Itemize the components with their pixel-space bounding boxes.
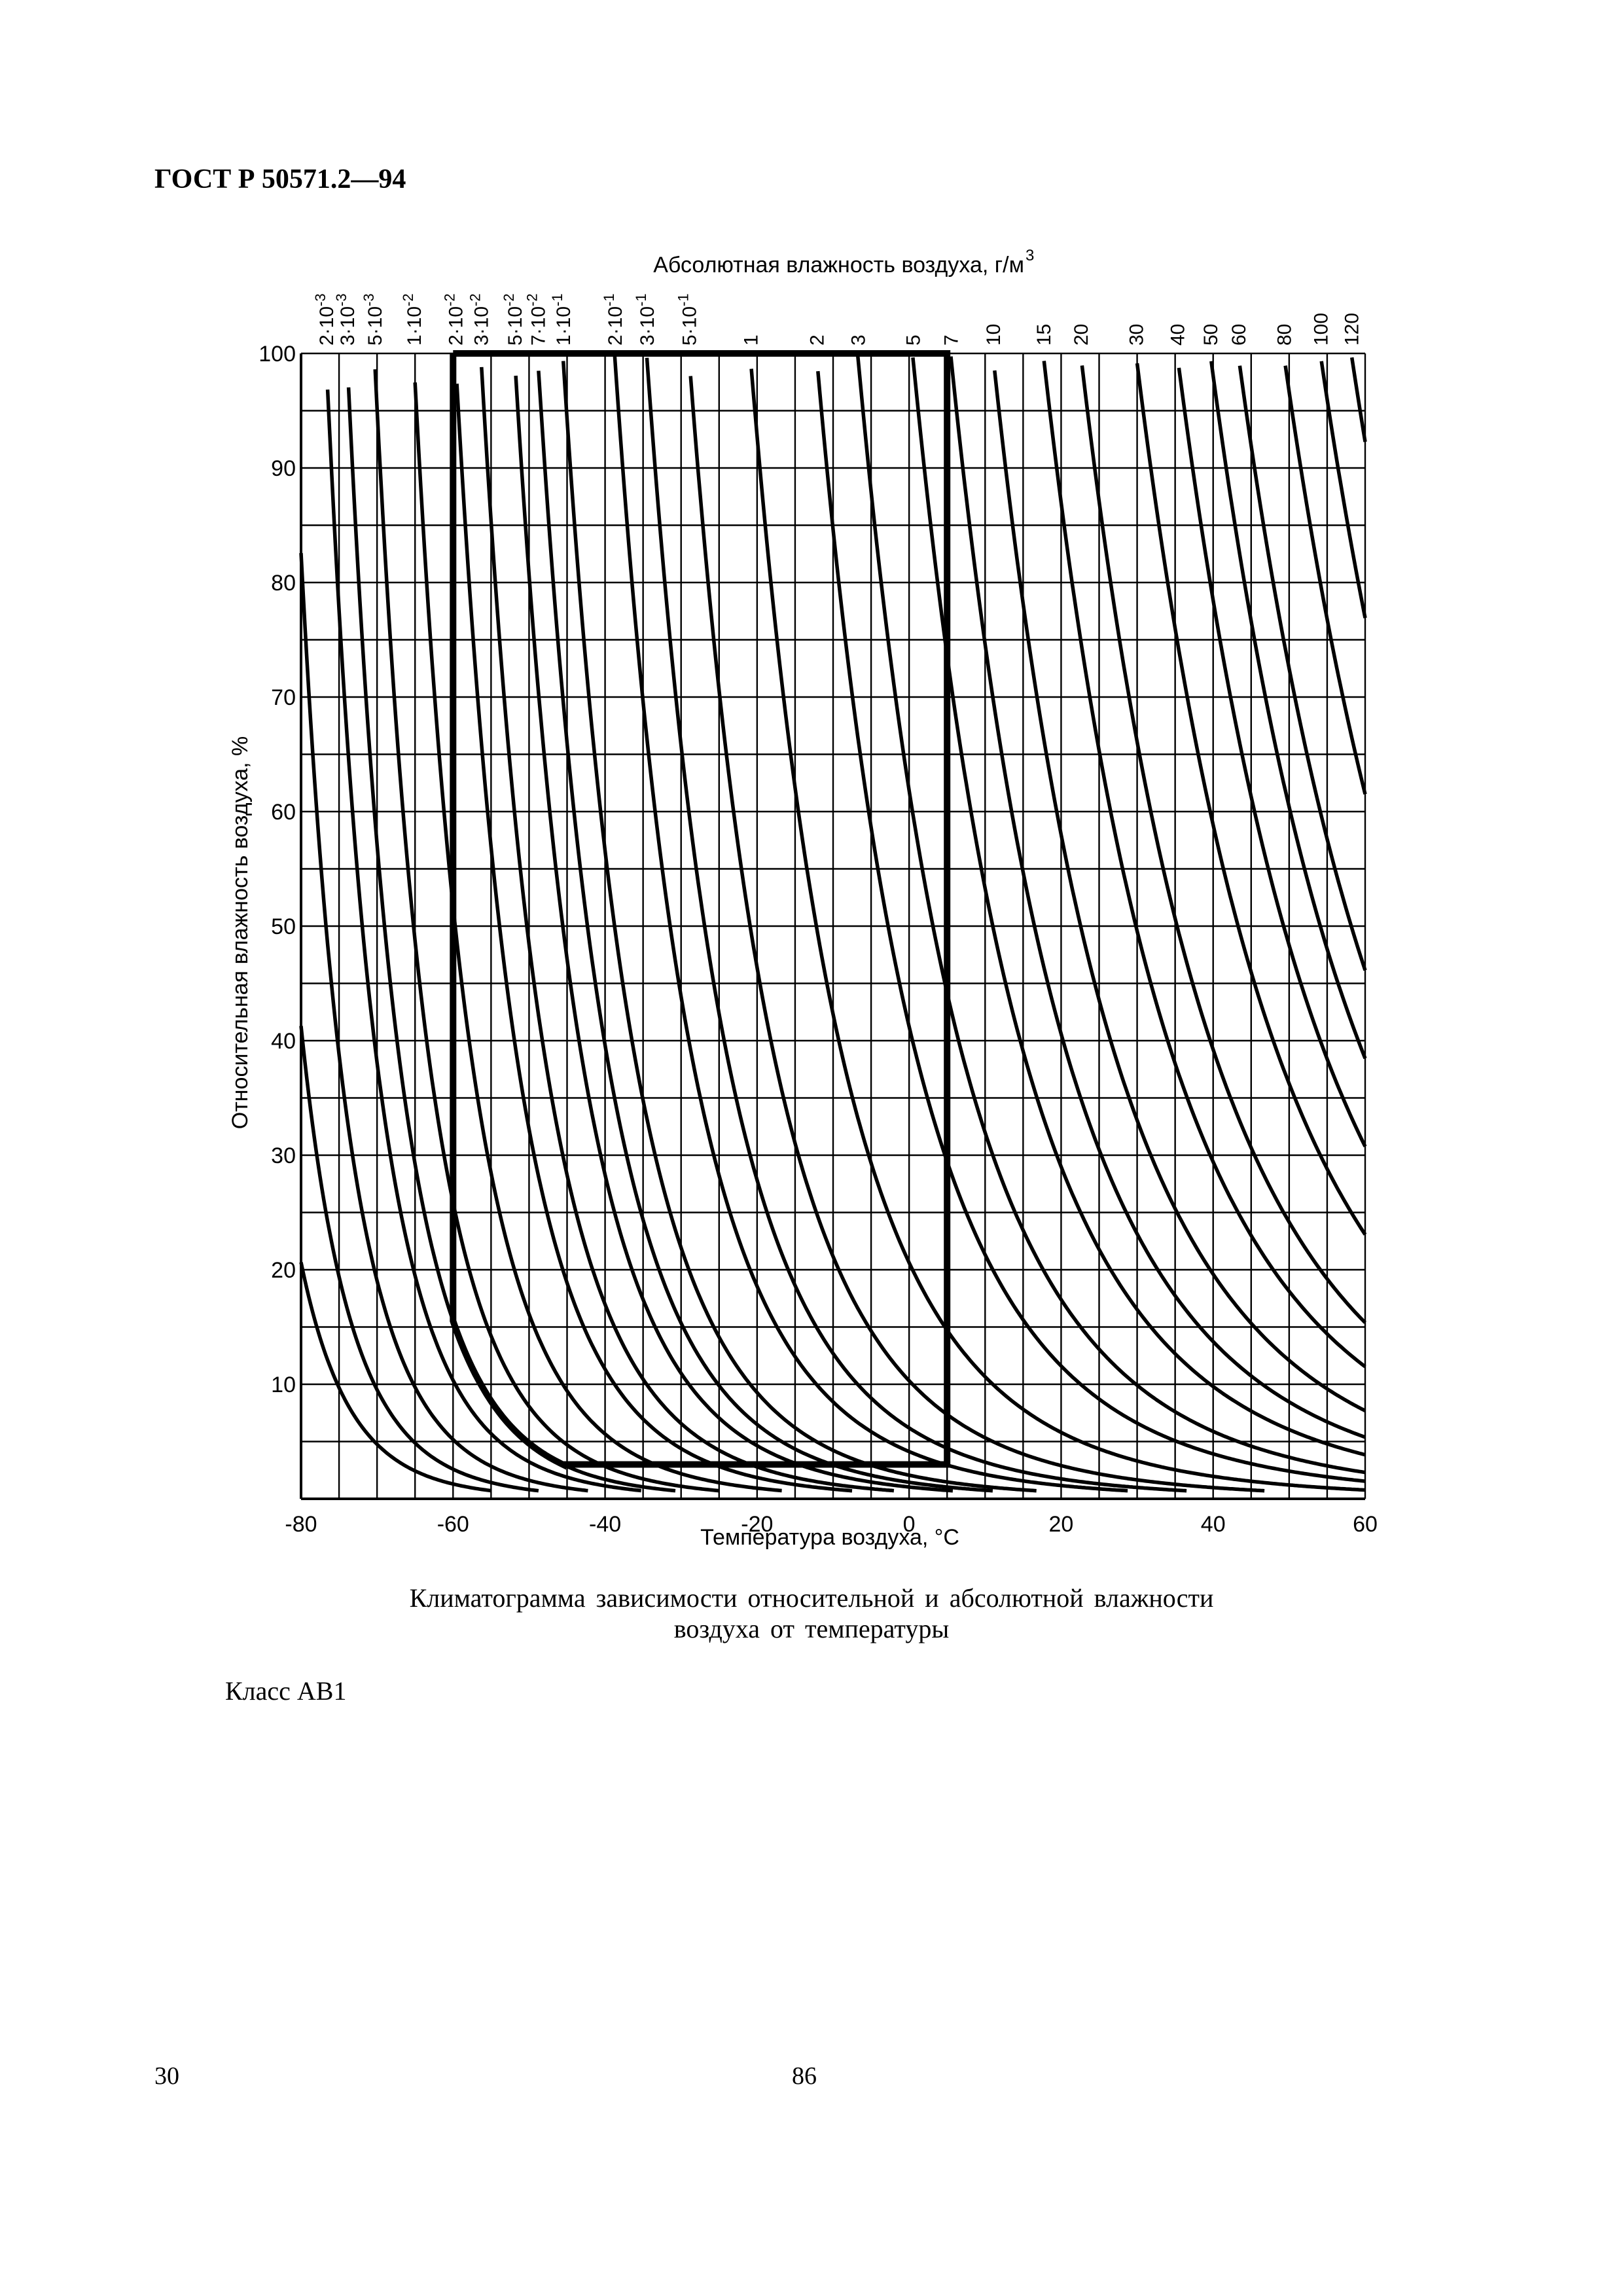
humidity-isoline [480, 367, 895, 1493]
absolute-humidity-tick-label: 5·10-1 [675, 293, 701, 346]
humidity-isoline [816, 370, 1366, 1483]
humidity-isoline [1319, 361, 1367, 619]
x-tick-label: -60 [437, 1512, 469, 1537]
absolute-humidity-tick-label: 40 [1168, 324, 1189, 346]
absolute-humidity-tick-label: 100 [1311, 313, 1332, 346]
y-tick-label: 40 [271, 1029, 296, 1054]
humidity-curves [299, 353, 1367, 1493]
absolute-humidity-tick-label: 50 [1200, 324, 1222, 346]
y-axis-title: Относительная влажность воздуха, % [228, 736, 253, 1130]
y-tick-label: 10 [271, 1372, 296, 1397]
humidity-isoline [613, 353, 1128, 1493]
humidity-isoline [346, 387, 676, 1493]
humidity-isoline [413, 382, 782, 1493]
absolute-humidity-tick-label: 7·10-2 [524, 293, 549, 346]
absolute-humidity-tick-label: 120 [1342, 313, 1363, 346]
x-tick-label: 60 [1353, 1512, 1378, 1537]
absolute-humidity-tick-label: 1 [740, 334, 762, 346]
standard-code: ГОСТ Р 50571.2—94 [154, 164, 406, 194]
y-tick-label: 20 [271, 1258, 296, 1283]
absolute-humidity-tick-label: 60 [1228, 324, 1250, 346]
absolute-humidity-tick-label: 3·10-1 [633, 293, 658, 346]
humidity-isoline [1080, 365, 1366, 1324]
humidity-isoline [455, 384, 853, 1493]
absolute-humidity-tick-label: 3 [847, 334, 869, 346]
figure-caption-line-1: Климатограмма зависимости относительной … [409, 1583, 1214, 1613]
absolute-humidity-tick-label: 2·10-2 [442, 293, 467, 346]
x-tick-label: 20 [1049, 1512, 1074, 1537]
humidity-isoline [514, 375, 954, 1493]
y-tick-label: 70 [271, 685, 296, 710]
humidity-isoline [1238, 365, 1367, 971]
absolute-humidity-tick-label: 3·10-3 [333, 293, 359, 346]
humidity-isoline [561, 361, 1037, 1493]
absolute-humidity-tick-label: 3·10-2 [467, 293, 493, 346]
absolute-humidity-tick-label: 2·10-1 [601, 293, 626, 346]
x-tick-label: -20 [741, 1512, 773, 1537]
y-tick-label: 100 [259, 342, 296, 367]
x-tick-label: -80 [285, 1512, 317, 1537]
chart-title-superscript: 3 [1026, 247, 1034, 264]
absolute-humidity-tick-label: 2·10-3 [312, 293, 338, 346]
page-number-center: 86 [792, 2062, 817, 2090]
humidity-isoline [749, 368, 1366, 1492]
absolute-humidity-tick-label: 20 [1071, 324, 1092, 346]
absolute-humidity-tick-label: 7 [941, 334, 963, 346]
class-region [450, 350, 951, 1470]
humidity-isoline [299, 552, 588, 1493]
y-tick-label: 90 [271, 456, 296, 481]
humidity-isoline [1349, 357, 1367, 442]
humidity-isoline [949, 356, 1366, 1439]
absolute-humidity-tick-label: 1·10-1 [549, 293, 575, 346]
humidity-isoline [299, 1026, 539, 1493]
x-tick-label: 40 [1201, 1512, 1226, 1537]
chart-labels: Температура воздуха, °С Относительная вл… [228, 247, 1378, 1550]
humidity-isoline [911, 357, 1366, 1457]
y-tick-label: 80 [271, 571, 296, 596]
chart-axes [300, 352, 1366, 1500]
y-tick-label: 60 [271, 800, 296, 825]
absolute-humidity-tick-label: 5·10-3 [361, 293, 386, 346]
x-axis-title: Температура воздуха, °С [700, 1525, 959, 1550]
chart-title-text: Абсолютная влажность воздуха, г/м [653, 253, 1024, 278]
humidity-isoline [299, 1262, 491, 1493]
humidity-isoline [1177, 367, 1367, 1147]
absolute-humidity-tick-label: 80 [1274, 324, 1295, 346]
class-region-outline [450, 350, 951, 1470]
absolute-humidity-tick-label: 5 [902, 334, 924, 346]
absolute-humidity-tick-label: 10 [983, 324, 1005, 346]
figure-caption-line-2: воздуха от температуры [673, 1614, 950, 1643]
humidity-isoline [688, 376, 1265, 1493]
humidity-isoline [1283, 365, 1367, 795]
absolute-humidity-tick-label: 5·10-2 [501, 293, 526, 346]
page-number-left: 30 [154, 2062, 179, 2090]
humidity-isoline [855, 355, 1366, 1475]
humidity-isoline [993, 370, 1366, 1412]
absolute-humidity-tick-label: 30 [1126, 324, 1148, 346]
x-tick-label: 0 [903, 1512, 916, 1537]
humidity-isoline [1209, 361, 1367, 1060]
y-tick-label: 50 [271, 914, 296, 939]
humidity-isoline [325, 389, 641, 1493]
humidity-isoline [537, 370, 993, 1493]
absolute-humidity-tick-label: 2 [806, 334, 828, 346]
humidity-isoline [1042, 361, 1366, 1369]
x-tick-label: -40 [589, 1512, 621, 1537]
chart-title: Абсолютная влажность воздуха, г/м [653, 253, 1024, 278]
y-tick-label: 30 [271, 1143, 296, 1168]
absolute-humidity-tick-label: 15 [1033, 324, 1055, 346]
class-label: Класс АВ1 [225, 1676, 347, 1706]
humidity-isoline [373, 369, 719, 1493]
humidity-isoline [1135, 363, 1367, 1236]
humidity-isoline [645, 357, 1187, 1493]
absolute-humidity-tick-label: 1·10-2 [400, 293, 425, 346]
